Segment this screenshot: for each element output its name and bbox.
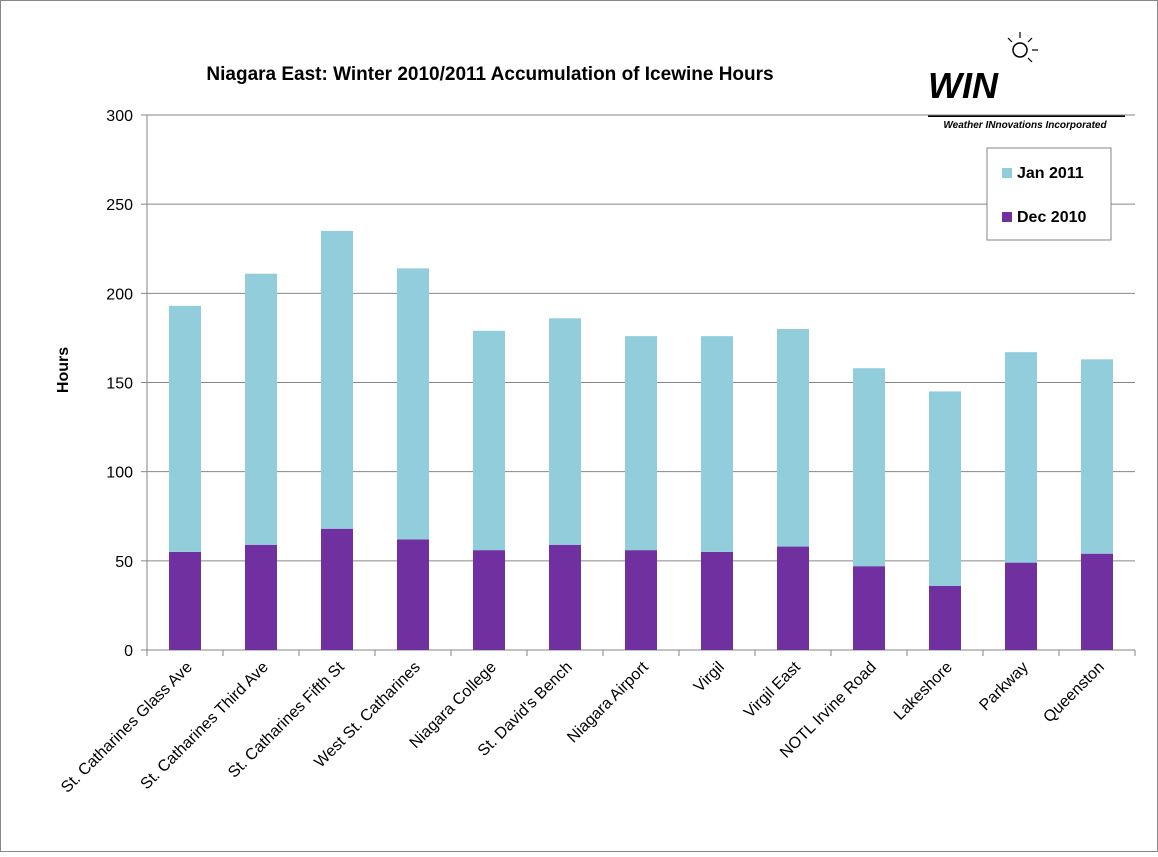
y-tick-label: 300 (106, 108, 133, 125)
bar-segment (777, 329, 809, 547)
y-tick-label: 100 (106, 465, 133, 482)
bar-segment (245, 544, 277, 650)
bar-segment (321, 528, 353, 650)
legend-swatch (1002, 212, 1012, 222)
bar-segment (1005, 562, 1037, 650)
logo-subtitle: Weather INnovations Incorporated (943, 120, 1107, 131)
logo-rays (1007, 32, 1038, 63)
bar-segment (549, 318, 581, 545)
bar-segment (701, 336, 733, 552)
logo: WIN Weather INnovations Incorporated (928, 32, 1125, 131)
bar-segment (929, 585, 961, 650)
logo-text: WIN (928, 65, 999, 106)
bar-segment (321, 230, 353, 529)
bar-segment (397, 539, 429, 650)
bar-segment (625, 336, 657, 551)
bar-segment (473, 330, 505, 551)
bar-segment (245, 273, 277, 545)
legend-swatch (1002, 168, 1012, 178)
bar-segment (397, 268, 429, 540)
y-tick-label: 250 (106, 197, 133, 214)
legend-label: Jan 2011 (1017, 165, 1084, 182)
legend-label: Dec 2010 (1017, 209, 1086, 226)
bar-segment (1081, 359, 1113, 554)
y-tick-label: 0 (124, 643, 133, 660)
bar-segment (1005, 352, 1037, 563)
y-tick-label: 200 (106, 286, 133, 303)
y-tick-label: 50 (115, 554, 133, 571)
bar-segment (473, 550, 505, 650)
y-axis-label: Hours (55, 347, 72, 393)
chart-title: Niagara East: Winter 2010/2011 Accumulat… (206, 64, 773, 85)
logo-sun (1012, 42, 1028, 58)
bar-segment (701, 551, 733, 650)
bar-segment (853, 368, 885, 567)
legend-box (986, 147, 1112, 241)
bar-segment (169, 551, 201, 650)
bar-segment (929, 391, 961, 586)
y-tick-label: 150 (106, 376, 133, 393)
bar-segment (549, 544, 581, 650)
bar-segment (1081, 553, 1113, 650)
bar-segment (625, 550, 657, 650)
legend: Jan 2011 Dec 2010 (986, 147, 1112, 241)
bar-segment (777, 546, 809, 650)
bar-segment (853, 566, 885, 650)
bar-segment (169, 305, 201, 552)
